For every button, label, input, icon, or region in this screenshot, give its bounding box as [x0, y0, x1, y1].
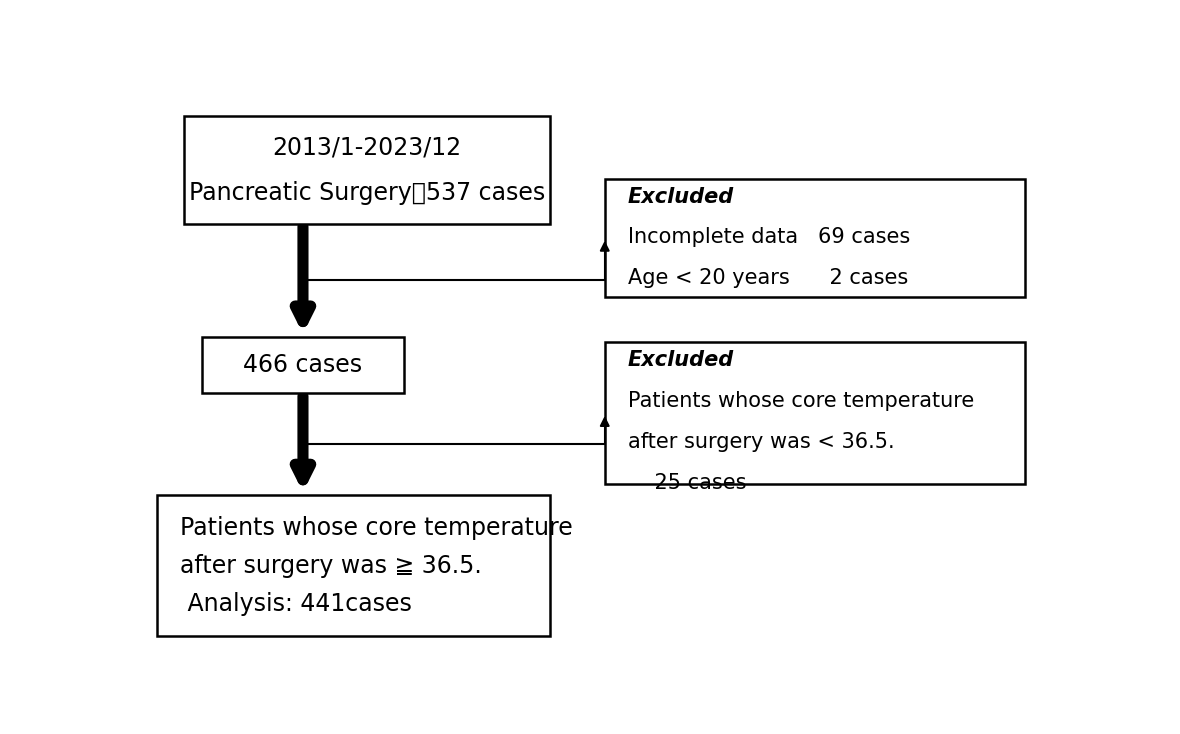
Text: Age < 20 years      2 cases: Age < 20 years 2 cases — [628, 268, 907, 288]
FancyBboxPatch shape — [604, 178, 1025, 297]
Text: 2013/1-2023/12: 2013/1-2023/12 — [273, 136, 461, 159]
Text: Pancreatic Surgery：537 cases: Pancreatic Surgery：537 cases — [189, 181, 545, 205]
FancyBboxPatch shape — [203, 337, 404, 393]
Text: Excluded: Excluded — [628, 186, 734, 206]
FancyBboxPatch shape — [184, 117, 550, 224]
Text: Patients whose core temperature: Patients whose core temperature — [179, 516, 572, 539]
FancyBboxPatch shape — [604, 342, 1025, 484]
Text: Patients whose core temperature: Patients whose core temperature — [628, 391, 973, 411]
Text: 466 cases: 466 cases — [243, 353, 362, 377]
Text: 25 cases: 25 cases — [628, 473, 746, 493]
Text: after surgery was ≧ 36.5.: after surgery was ≧ 36.5. — [179, 553, 481, 578]
Text: Analysis: 441cases: Analysis: 441cases — [179, 592, 412, 616]
FancyBboxPatch shape — [157, 495, 550, 636]
Text: after surgery was < 36.5.: after surgery was < 36.5. — [628, 432, 894, 452]
Text: Incomplete data   69 cases: Incomplete data 69 cases — [628, 228, 910, 247]
Text: Excluded: Excluded — [628, 351, 734, 371]
